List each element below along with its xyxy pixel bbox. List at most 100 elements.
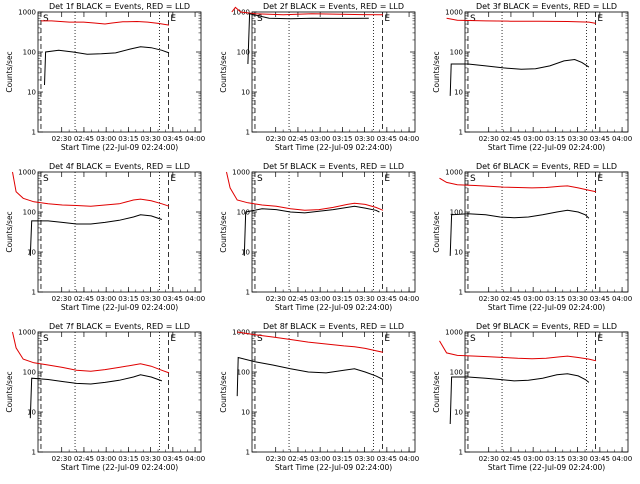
events-black-series — [29, 214, 163, 256]
x-tick-label: 03:15 — [332, 295, 352, 303]
y-tick-label: 1000 — [445, 9, 463, 17]
start-marker: S — [257, 334, 263, 344]
x-tick-label: 03:30 — [141, 135, 161, 143]
x-tick-label: 02:30 — [266, 135, 286, 143]
plot-frame — [37, 171, 202, 293]
x-tick-label: 03:15 — [545, 135, 565, 143]
x-tick-label: 03:30 — [141, 295, 161, 303]
end-marker: E — [170, 14, 176, 24]
x-tick-label: 03:45 — [163, 295, 183, 303]
panel-det-7: Det 7f BLACK = Events, RED = LLD 1 10 100 10… — [5, 322, 205, 472]
plot-frame — [464, 331, 629, 453]
y-axis-label: Counts/sec — [5, 51, 14, 92]
x-tick-label: 02:45 — [74, 295, 94, 303]
plot-frame — [37, 331, 202, 453]
y-tick-label: 1 — [246, 289, 250, 297]
x-tick-label: 03:00 — [310, 295, 330, 303]
x-tick-label: 03:30 — [568, 135, 588, 143]
y-tick-label: 100 — [23, 369, 36, 377]
start-marker: S — [470, 174, 476, 184]
x-tick-label: 03:45 — [590, 455, 610, 463]
x-tick-label: 03:45 — [163, 455, 183, 463]
panel-title: Det 2f BLACK = Events, RED = LLD — [263, 2, 404, 11]
x-tick-label: 03:30 — [141, 455, 161, 463]
panel-det-2: Det 2f BLACK = Events, RED = LLD11010010… — [219, 2, 419, 152]
x-tick-label: 02:45 — [288, 455, 308, 463]
x-axis-label: Start Time (22-Jul-09 02:24:00) — [61, 463, 178, 472]
events-black-series — [29, 374, 163, 419]
y-tick-label: 1 — [459, 289, 463, 297]
y-tick-label: 100 — [450, 369, 463, 377]
end-marker: E — [170, 334, 176, 344]
y-axis-label: Counts/sec — [432, 51, 441, 92]
start-marker: S — [470, 14, 476, 24]
end-marker: E — [597, 334, 603, 344]
y-tick-label: 1 — [32, 449, 36, 457]
end-marker: E — [597, 174, 603, 184]
y-tick-label: 10 — [27, 89, 36, 97]
x-tick-label: 03:30 — [568, 295, 588, 303]
y-tick-label: 10 — [27, 409, 36, 417]
y-tick-label: 1 — [459, 449, 463, 457]
y-tick-label: 10 — [454, 89, 463, 97]
y-tick-label: 1 — [32, 129, 36, 137]
x-tick-label: 02:45 — [74, 135, 94, 143]
y-axis-label: Counts/sec — [432, 211, 441, 252]
x-tick-label: 03:15 — [118, 455, 138, 463]
x-tick-label: 04:00 — [185, 295, 205, 303]
y-tick-label: 1000 — [445, 169, 463, 177]
panel-det-4: Det 4f BLACK = Events, RED = LLD 1 10 100 10… — [5, 162, 205, 312]
x-tick-label: 04:00 — [612, 135, 632, 143]
end-marker: E — [597, 14, 603, 24]
y-tick-label: 1000 — [18, 329, 36, 337]
x-tick-label: 04:00 — [185, 455, 205, 463]
x-tick-label: 02:45 — [501, 135, 521, 143]
y-axis-label: Counts/sec — [219, 371, 228, 412]
panel-title: Det 6f BLACK = Events, RED = LLD — [476, 162, 617, 171]
y-tick-label: 1000 — [18, 9, 36, 17]
x-tick-label: 03:00 — [96, 135, 116, 143]
x-tick-label: 03:00 — [310, 455, 330, 463]
x-tick-label: 03:00 — [523, 455, 543, 463]
x-tick-label: 02:30 — [479, 295, 499, 303]
plot-frame — [464, 11, 629, 133]
events-black-series — [449, 209, 590, 256]
x-axis-label: Start Time (22-Jul-09 02:24:00) — [488, 143, 605, 152]
plot-frame — [251, 11, 416, 133]
panel-det-6: Det 6f BLACK = Events, RED = LLD 1 10 100 10… — [432, 162, 632, 312]
x-tick-label: 03:45 — [377, 135, 397, 143]
x-tick-label: 04:00 — [185, 135, 205, 143]
y-tick-label: 1 — [246, 449, 250, 457]
x-tick-label: 02:30 — [52, 135, 72, 143]
y-tick-label: 10 — [241, 409, 250, 417]
y-tick-label: 10 — [241, 249, 250, 257]
x-tick-label: 02:45 — [501, 295, 521, 303]
y-tick-label: 10 — [27, 249, 36, 257]
y-tick-label: 10 — [241, 89, 250, 97]
panel-title: Det 1f BLACK = Events, RED = LLD — [49, 2, 190, 11]
x-tick-label: 03:00 — [96, 295, 116, 303]
lld-red-series — [439, 340, 597, 362]
x-tick-label: 03:00 — [96, 455, 116, 463]
x-tick-label: 02:30 — [479, 135, 499, 143]
y-tick-label: 1 — [459, 129, 463, 137]
x-tick-label: 02:45 — [288, 295, 308, 303]
events-black-series — [243, 205, 380, 256]
x-axis-label: Start Time (22-Jul-09 02:24:00) — [275, 463, 392, 472]
x-tick-label: 03:30 — [355, 295, 375, 303]
panel-det-8: Det 8f BLACK = Events, RED = LLD11010010… — [219, 322, 419, 472]
y-tick-label: 100 — [237, 49, 250, 57]
y-axis-label: Counts/sec — [219, 51, 228, 92]
y-tick-label: 1000 — [232, 169, 250, 177]
panel-title: Det 4f BLACK = Events, RED = LLD — [49, 162, 190, 171]
x-tick-label: 02:30 — [266, 295, 286, 303]
x-axis-label: Start Time (22-Jul-09 02:24:00) — [61, 143, 178, 152]
y-tick-label: 100 — [450, 209, 463, 217]
y-axis-label: Counts/sec — [432, 371, 441, 412]
y-tick-label: 10 — [454, 409, 463, 417]
start-marker: S — [43, 174, 49, 184]
x-tick-label: 02:30 — [479, 455, 499, 463]
lld-red-series — [226, 171, 384, 211]
y-tick-label: 100 — [237, 369, 250, 377]
x-axis-label: Start Time (22-Jul-09 02:24:00) — [275, 143, 392, 152]
